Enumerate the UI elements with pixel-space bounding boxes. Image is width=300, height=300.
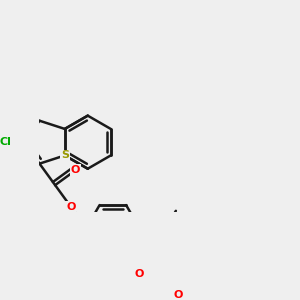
Text: O: O <box>135 269 144 279</box>
Text: O: O <box>66 202 75 212</box>
Text: Cl: Cl <box>0 137 11 147</box>
Text: S: S <box>61 151 69 160</box>
Text: O: O <box>71 165 80 175</box>
Text: O: O <box>173 290 183 300</box>
